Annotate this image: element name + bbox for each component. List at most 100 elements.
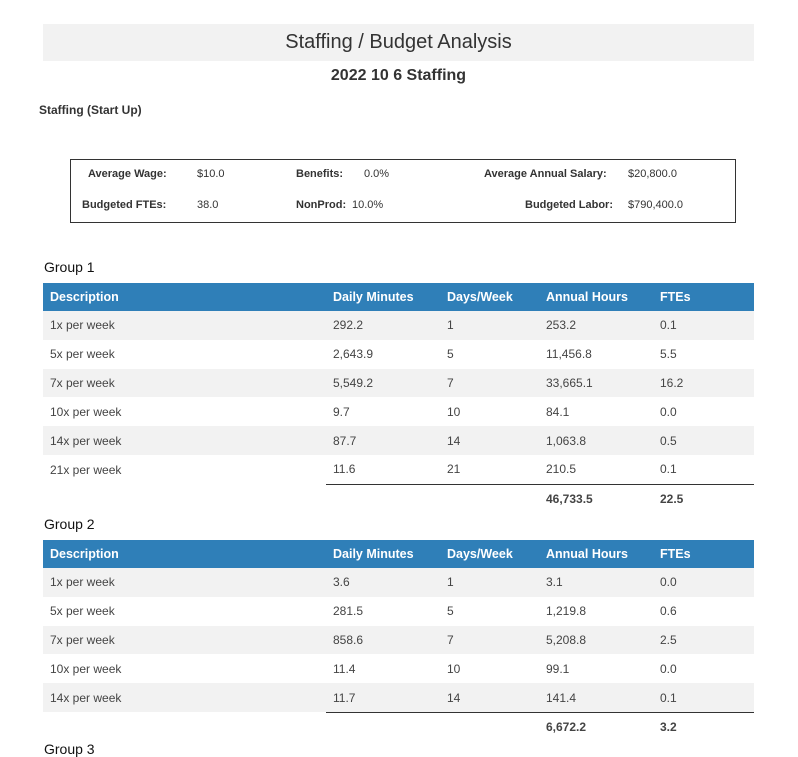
budgeted-ftes-label: Budgeted FTEs: [82, 199, 167, 211]
table-row: 1x per week 292.2 1 253.2 0.1 [43, 311, 754, 340]
cell-daily-minutes: 11.6 [326, 454, 440, 485]
total-spacer [326, 483, 440, 514]
cell-daily-minutes: 281.5 [326, 596, 440, 626]
benefits-value: 0.0% [364, 168, 390, 180]
column-header-daily-minutes: Daily Minutes [326, 283, 440, 311]
cell-ftes: 0.0 [653, 568, 754, 597]
cell-description: 1x per week [43, 311, 326, 340]
summary-box: Average Wage: $10.0 Benefits: 0.0% Avera… [70, 159, 736, 223]
cell-annual-hours: 210.5 [539, 454, 653, 485]
cell-daily-minutes: 2,643.9 [326, 339, 440, 369]
cell-daily-minutes: 3.6 [326, 568, 440, 597]
cell-description: 7x per week [43, 625, 326, 655]
column-header-days-week: Days/Week [440, 540, 539, 568]
cell-annual-hours: 141.4 [539, 683, 653, 713]
cell-annual-hours: 33,665.1 [539, 368, 653, 398]
column-header-annual-hours: Annual Hours [539, 283, 653, 311]
total-ftes: 3.2 [653, 711, 754, 742]
group-table: Description Daily Minutes Days/Week Annu… [43, 283, 754, 514]
table-row: 5x per week 281.5 5 1,219.8 0.6 [43, 596, 754, 626]
average-annual-salary-label: Average Annual Salary: [484, 168, 607, 180]
cell-days-week: 10 [440, 654, 539, 684]
average-wage-value: $10.0 [197, 168, 225, 180]
table-header-row: Description Daily Minutes Days/Week Annu… [43, 283, 754, 311]
cell-description: 10x per week [43, 654, 326, 684]
total-spacer [440, 711, 539, 742]
cell-daily-minutes: 5,549.2 [326, 368, 440, 398]
total-spacer [440, 483, 539, 514]
cell-daily-minutes: 292.2 [326, 311, 440, 340]
average-annual-salary-value: $20,800.0 [628, 168, 677, 180]
cell-description: 1x per week [43, 568, 326, 597]
group-title: Group 1 [44, 259, 95, 275]
cell-description: 7x per week [43, 368, 326, 398]
cell-days-week: 14 [440, 683, 539, 713]
cell-annual-hours: 99.1 [539, 654, 653, 684]
cell-annual-hours: 1,219.8 [539, 596, 653, 626]
table-row: 10x per week 9.7 10 84.1 0.0 [43, 397, 754, 427]
cell-ftes: 0.1 [653, 311, 754, 340]
table-row: 14x per week 87.7 14 1,063.8 0.5 [43, 426, 754, 455]
cell-description: 10x per week [43, 397, 326, 427]
group-table: Description Daily Minutes Days/Week Annu… [43, 540, 754, 742]
group-title: Group 2 [44, 516, 95, 532]
benefits-label: Benefits: [296, 168, 344, 180]
budgeted-labor-value: $790,400.0 [628, 199, 684, 211]
cell-daily-minutes: 11.4 [326, 654, 440, 684]
table-row: 21x per week 11.6 21 210.5 0.1 [43, 454, 754, 485]
cell-ftes: 0.6 [653, 596, 754, 626]
cell-description: 5x per week [43, 596, 326, 626]
column-header-ftes: FTEs [653, 283, 754, 311]
total-spacer [326, 711, 440, 742]
cell-days-week: 14 [440, 426, 539, 455]
cell-ftes: 0.0 [653, 397, 754, 427]
cell-annual-hours: 11,456.8 [539, 339, 653, 369]
table-total-row: 6,672.2 3.2 [43, 711, 754, 742]
table-total-row: 46,733.5 22.5 [43, 483, 754, 514]
table-row: 7x per week 858.6 7 5,208.8 2.5 [43, 625, 754, 655]
cell-annual-hours: 3.1 [539, 568, 653, 597]
table-row: 1x per week 3.6 1 3.1 0.0 [43, 568, 754, 597]
report-title: Staffing / Budget Analysis [43, 24, 754, 61]
cell-ftes: 0.1 [653, 454, 754, 485]
report-subtitle: 2022 10 6 Staffing [330, 67, 467, 84]
average-wage-label: Average Wage: [88, 168, 167, 180]
cell-days-week: 5 [440, 596, 539, 626]
cell-description: 14x per week [43, 426, 326, 455]
cell-ftes: 2.5 [653, 625, 754, 655]
cell-daily-minutes: 11.7 [326, 683, 440, 713]
cell-days-week: 5 [440, 339, 539, 369]
total-spacer [43, 712, 326, 742]
cell-days-week: 1 [440, 311, 539, 340]
cell-ftes: 16.2 [653, 368, 754, 398]
budgeted-ftes-value: 38.0 [197, 199, 219, 211]
cell-annual-hours: 253.2 [539, 311, 653, 340]
group-title: Group 3 [44, 741, 95, 757]
nonprod-value: 10.0% [352, 199, 384, 211]
cell-days-week: 21 [440, 454, 539, 485]
table-row: 7x per week 5,549.2 7 33,665.1 16.2 [43, 368, 754, 398]
cell-days-week: 7 [440, 368, 539, 398]
cell-description: 5x per week [43, 339, 326, 369]
cell-description: 14x per week [43, 683, 326, 713]
cell-days-week: 10 [440, 397, 539, 427]
column-header-annual-hours: Annual Hours [539, 540, 653, 568]
cell-ftes: 5.5 [653, 339, 754, 369]
column-header-description: Description [43, 540, 326, 568]
cell-annual-hours: 5,208.8 [539, 625, 653, 655]
budgeted-labor-label: Budgeted Labor: [525, 199, 613, 211]
column-header-daily-minutes: Daily Minutes [326, 540, 440, 568]
section-label: Staffing (Start Up) [39, 103, 142, 117]
cell-ftes: 0.5 [653, 426, 754, 455]
table-row: 10x per week 11.4 10 99.1 0.0 [43, 654, 754, 684]
column-header-days-week: Days/Week [440, 283, 539, 311]
total-ftes: 22.5 [653, 483, 754, 514]
total-spacer [43, 484, 326, 514]
cell-annual-hours: 84.1 [539, 397, 653, 427]
cell-days-week: 7 [440, 625, 539, 655]
total-annual-hours: 46,733.5 [539, 483, 653, 514]
table-header-row: Description Daily Minutes Days/Week Annu… [43, 540, 754, 568]
cell-ftes: 0.1 [653, 683, 754, 713]
cell-annual-hours: 1,063.8 [539, 426, 653, 455]
table-row: 5x per week 2,643.9 5 11,456.8 5.5 [43, 339, 754, 369]
